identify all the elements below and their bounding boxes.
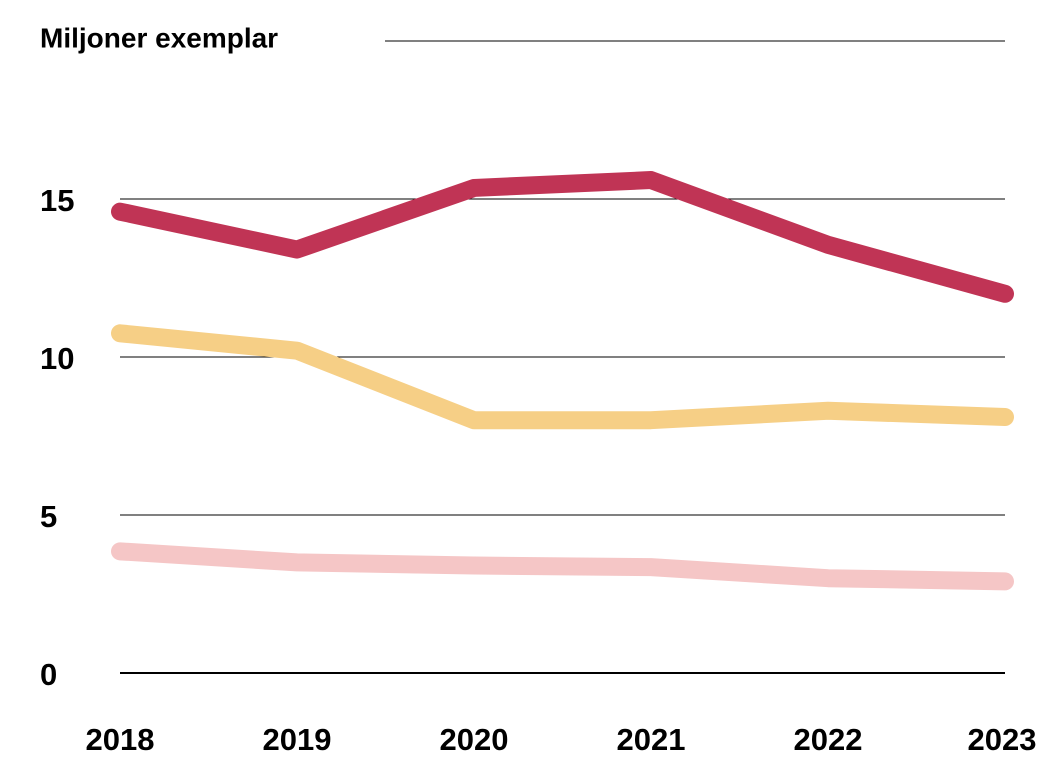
y-tick-label: 0	[40, 657, 57, 692]
y-tick-label: 10	[40, 341, 74, 376]
y-tick-label: 5	[40, 499, 57, 534]
y-tick-label: 15	[40, 183, 74, 218]
x-tick-label: 2023	[968, 722, 1037, 757]
x-tick-label: 2022	[794, 722, 863, 757]
series-line	[111, 171, 1014, 303]
series-line	[111, 324, 1014, 430]
x-tick-label: 2019	[263, 722, 332, 757]
series-line	[111, 542, 1014, 591]
x-tick-label: 2020	[440, 722, 509, 757]
x-tick-label: 2018	[86, 722, 155, 757]
chart-title: Miljoner exemplar	[40, 22, 278, 53]
x-tick-label: 2021	[617, 722, 686, 757]
